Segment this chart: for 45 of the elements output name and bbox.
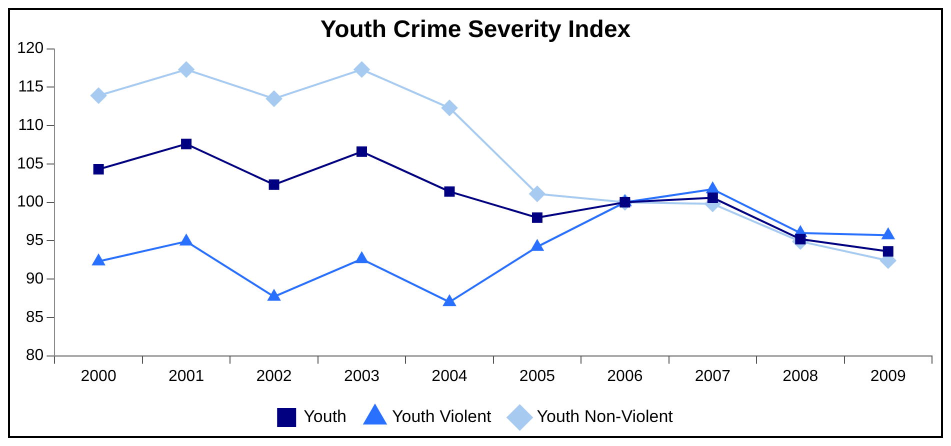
y-tick-label: 80 <box>26 347 44 364</box>
x-tick-label: 2008 <box>782 368 818 385</box>
point <box>882 228 894 240</box>
legend-label: Youth Violent <box>392 407 492 426</box>
point <box>90 88 107 104</box>
legend-label: Youth <box>304 407 347 426</box>
y-tick-label: 110 <box>18 116 44 134</box>
point <box>441 100 458 116</box>
x-tick-label: 2003 <box>344 368 380 385</box>
point <box>356 252 368 264</box>
y-tick-label: 100 <box>16 194 44 211</box>
point <box>706 182 719 194</box>
point <box>92 254 105 266</box>
point <box>443 295 456 306</box>
x-tick-label: 2006 <box>607 368 643 385</box>
point <box>354 62 370 78</box>
point <box>178 62 194 78</box>
y-tick-label: 115 <box>18 78 44 96</box>
point <box>532 212 542 223</box>
point <box>93 164 104 175</box>
chart-title: Youth Crime Severity Index <box>320 16 632 44</box>
x-tick-label: 2007 <box>694 368 731 385</box>
point <box>529 186 546 202</box>
x-tick-label: 2009 <box>870 368 906 385</box>
point <box>268 179 280 190</box>
y-tick-label: 105 <box>16 155 44 172</box>
point <box>180 234 192 246</box>
y-tick-label: 90 <box>26 270 44 288</box>
y-tick-label: 120 <box>16 40 44 58</box>
y-tick-label: 95 <box>26 232 44 250</box>
point <box>707 192 718 203</box>
legend-label: Youth Non-Violent <box>536 407 674 426</box>
point <box>444 186 455 197</box>
point <box>266 90 282 107</box>
x-tick-label: 2000 <box>80 368 116 385</box>
x-tick-label: 2001 <box>168 368 204 385</box>
x-tick-label: 2005 <box>519 368 556 385</box>
point <box>531 240 544 251</box>
point <box>181 138 192 150</box>
y-tick-label: 85 <box>26 308 44 326</box>
point <box>882 246 894 257</box>
point <box>268 290 280 301</box>
x-tick-label: 2004 <box>432 368 468 385</box>
x-tick-label: 2002 <box>256 368 292 385</box>
point <box>356 146 367 157</box>
